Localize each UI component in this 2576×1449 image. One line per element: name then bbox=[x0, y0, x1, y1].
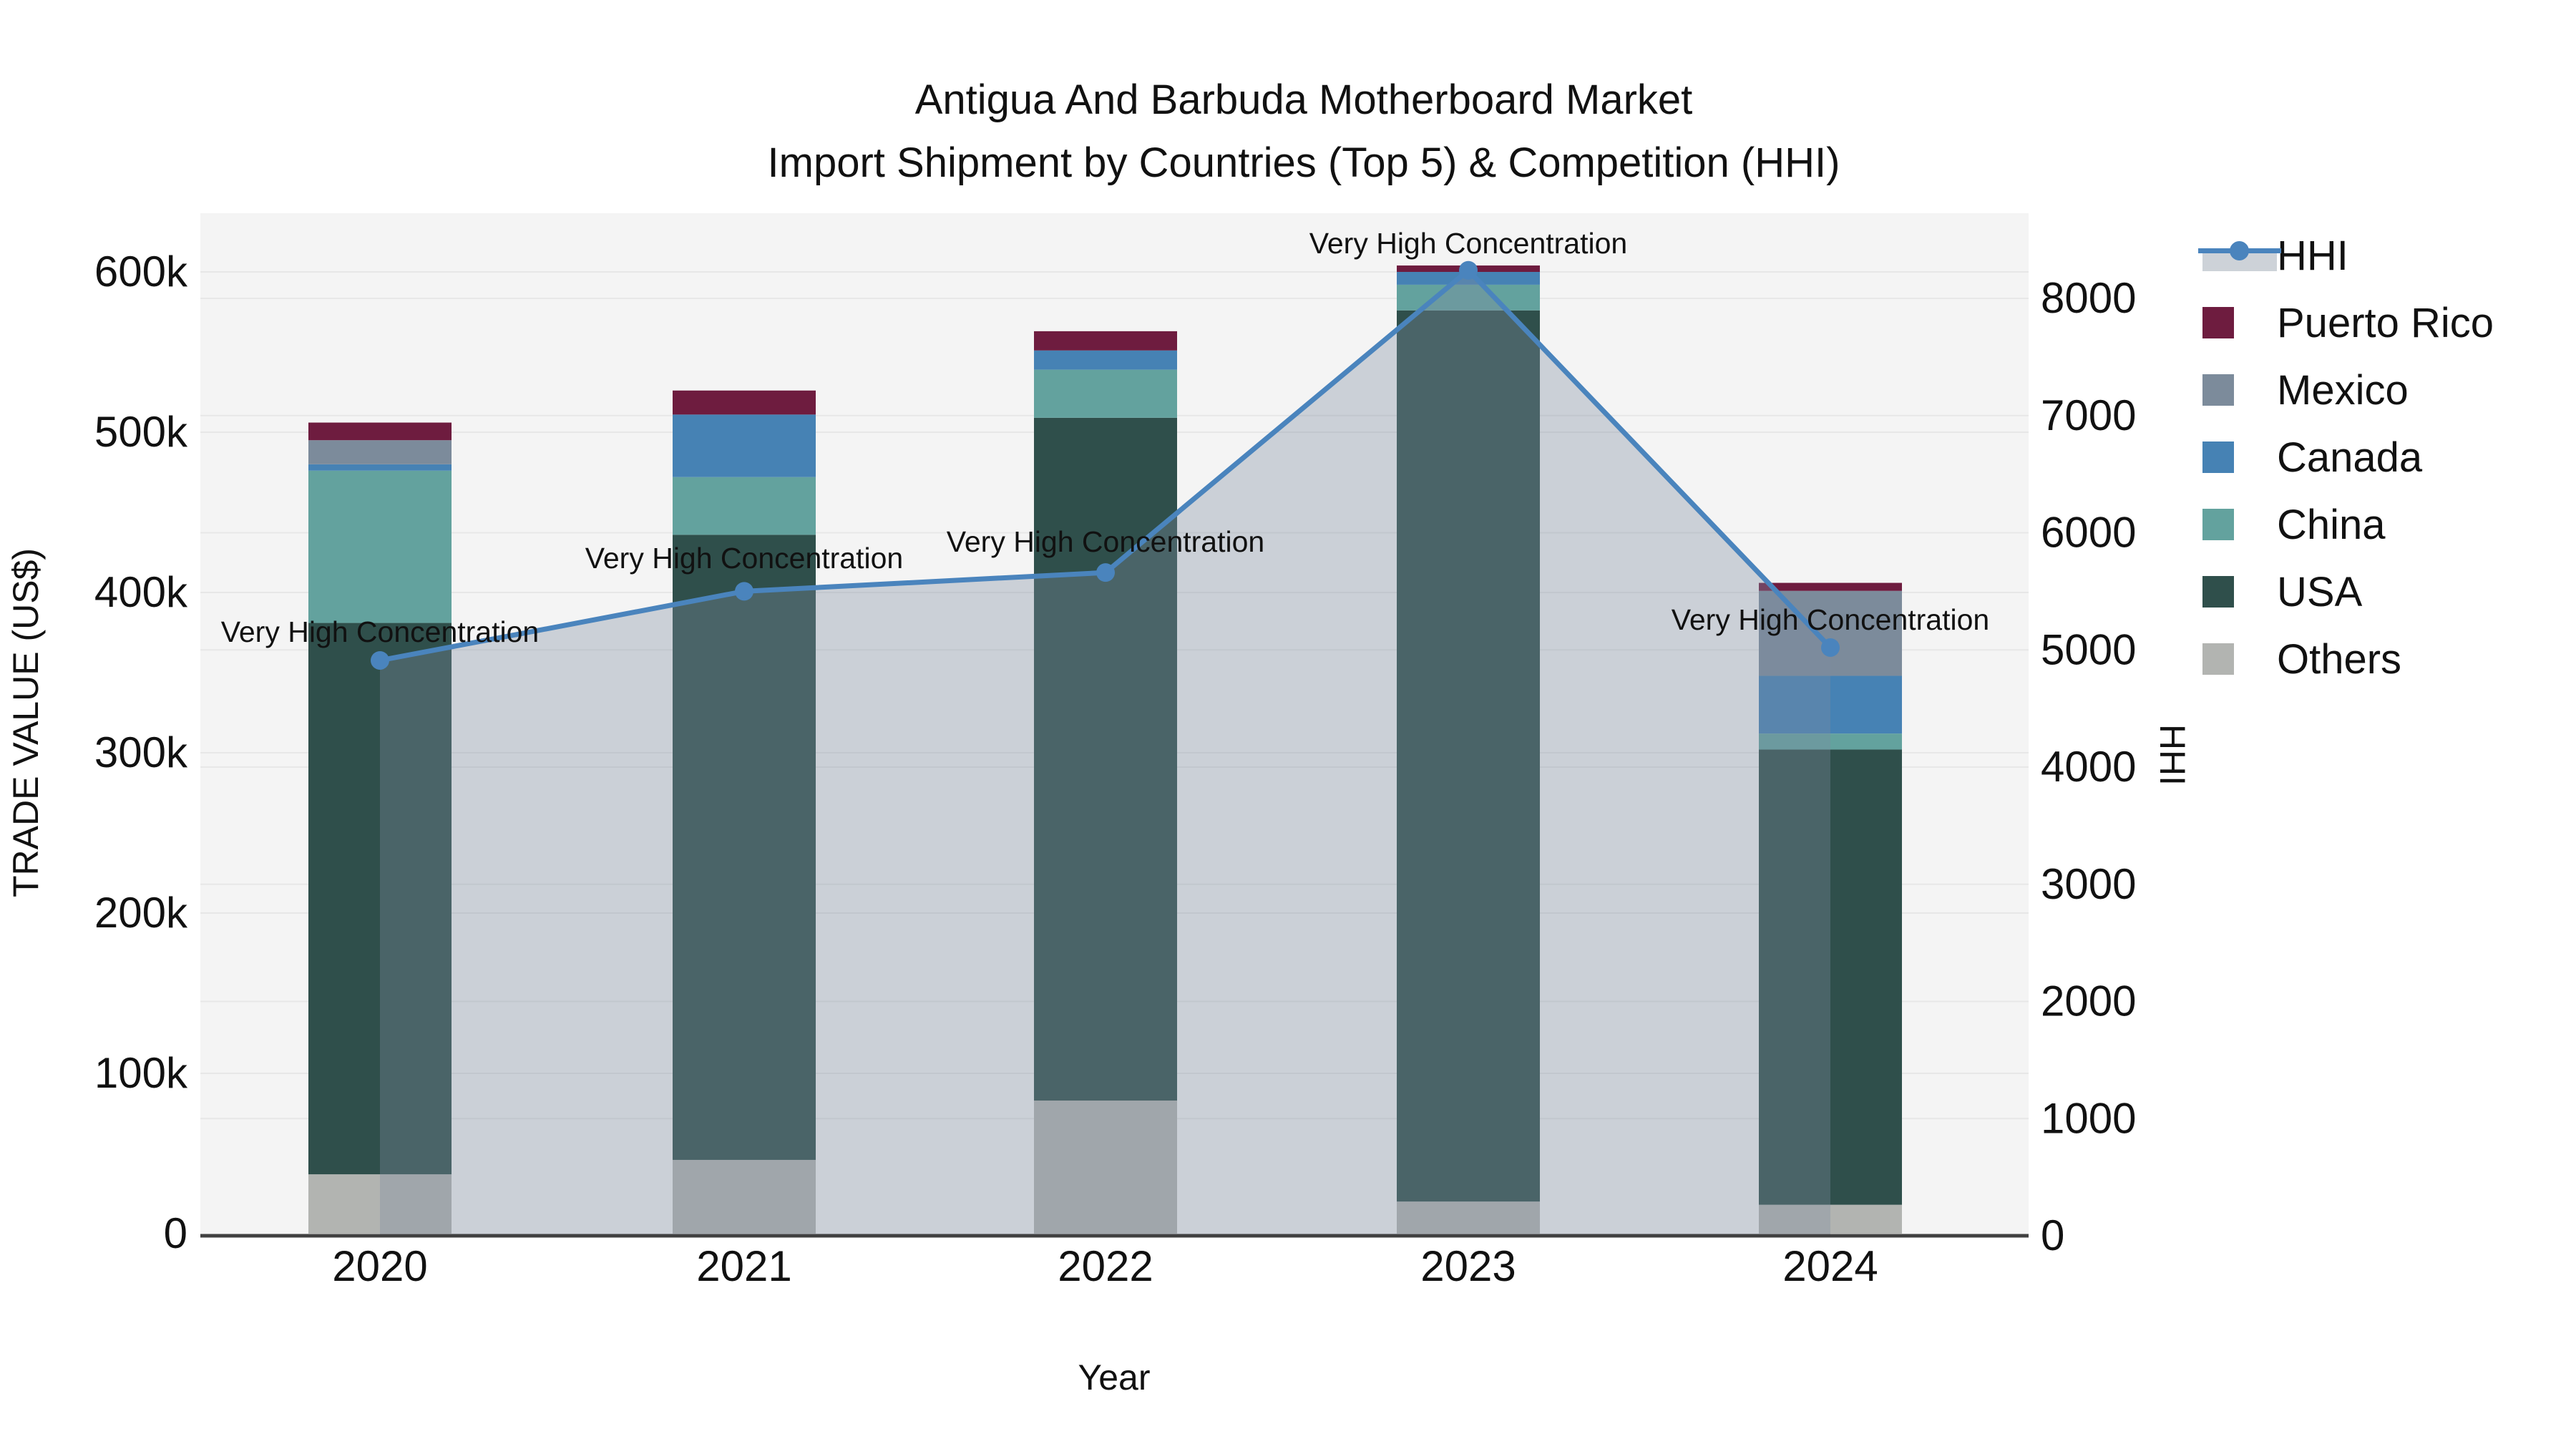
hhi-marker-2023[interactable] bbox=[1459, 260, 1478, 280]
right-tick-4000: 4000 bbox=[2041, 743, 2136, 791]
legend-label: Canada bbox=[2277, 434, 2423, 481]
bar-segment-others-2024[interactable] bbox=[1759, 1204, 1902, 1234]
x-tick-2024[interactable]: 2024 bbox=[1782, 1242, 1878, 1290]
bar-segment-canada-2022[interactable] bbox=[1034, 350, 1177, 370]
bar-segment-puerto-rico-2021[interactable] bbox=[673, 390, 816, 415]
hhi-markers bbox=[371, 260, 1840, 670]
legend-label: HHI bbox=[2277, 232, 2348, 279]
legend-item-others[interactable]: Others bbox=[2202, 625, 2494, 693]
chart-title: Antigua And Barbuda Motherboard Market I… bbox=[768, 69, 1840, 195]
right-tick-6000: 6000 bbox=[2041, 509, 2136, 557]
bar-segment-usa-2021[interactable] bbox=[673, 535, 816, 1160]
hhi-marker-2022[interactable] bbox=[1096, 563, 1115, 582]
left-tick-labels: 0 100k 200k 300k 400k 500k 600k bbox=[94, 248, 188, 1257]
bar-segment-canada-2021[interactable] bbox=[673, 414, 816, 477]
right-tick-8000: 8000 bbox=[2041, 274, 2136, 322]
bar-segment-china-2023[interactable] bbox=[1397, 284, 1540, 311]
left-tick-400k: 400k bbox=[94, 568, 188, 616]
right-tick-0: 0 bbox=[2041, 1211, 2064, 1259]
bar-segment-puerto-rico-2020[interactable] bbox=[308, 422, 452, 441]
left-tick-0: 0 bbox=[164, 1209, 187, 1257]
legend-item-puerto-rico[interactable]: Puerto Rico bbox=[2202, 289, 2494, 356]
bar-segment-canada-2020[interactable] bbox=[308, 464, 452, 471]
bar-segment-others-2021[interactable] bbox=[673, 1159, 816, 1234]
bar-segment-mexico-2020[interactable] bbox=[308, 440, 452, 464]
bar-segment-usa-2020[interactable] bbox=[308, 623, 452, 1175]
x-tick-2023[interactable]: 2023 bbox=[1420, 1242, 1516, 1290]
legend-swatch-icon bbox=[2202, 643, 2234, 675]
left-tick-100k: 100k bbox=[94, 1049, 188, 1097]
legend-swatch-icon bbox=[2202, 576, 2234, 608]
chart-title-line2: Import Shipment by Countries (Top 5) & C… bbox=[767, 140, 1840, 186]
hhi-area bbox=[380, 270, 1830, 1235]
left-axis-title: TRADE VALUE (US$) bbox=[6, 547, 46, 898]
legend-item-hhi[interactable]: HHI bbox=[2198, 222, 2494, 289]
legend-label: Puerto Rico bbox=[2277, 299, 2494, 346]
bar-segment-others-2020[interactable] bbox=[308, 1174, 452, 1234]
bar-segment-usa-2024[interactable] bbox=[1759, 749, 1902, 1205]
annotation-2021: Very High Concentration bbox=[585, 542, 903, 575]
bar-segment-others-2023[interactable] bbox=[1397, 1201, 1540, 1234]
bar-segment-puerto-rico-2024[interactable] bbox=[1759, 582, 1902, 591]
left-tick-600k: 600k bbox=[94, 248, 188, 296]
hhi-marker-2020[interactable] bbox=[371, 650, 389, 670]
hhi-area-fill bbox=[380, 270, 1830, 1235]
right-tick-2000: 2000 bbox=[2041, 977, 2136, 1025]
right-axis-title: HHI bbox=[2152, 723, 2192, 786]
left-tick-200k: 200k bbox=[94, 889, 188, 937]
legend-hhi-line-icon bbox=[2198, 240, 2281, 271]
x-tick-2022[interactable]: 2022 bbox=[1058, 1242, 1153, 1290]
annotations: Very High Concentration Very High Concent… bbox=[221, 227, 1989, 648]
annotation-2024: Very High Concentration bbox=[1672, 603, 1989, 636]
annotation-2020: Very High Concentration bbox=[221, 615, 539, 648]
legend-swatch-icon bbox=[2202, 374, 2234, 406]
right-tick-7000: 7000 bbox=[2041, 391, 2136, 439]
legend-item-canada[interactable]: Canada bbox=[2202, 424, 2494, 491]
legend-swatch-icon bbox=[2202, 307, 2234, 338]
bar-segment-china-2022[interactable] bbox=[1034, 369, 1177, 418]
left-tick-500k: 500k bbox=[94, 408, 188, 456]
right-tick-5000: 5000 bbox=[2041, 625, 2136, 673]
legend-label: USA bbox=[2277, 568, 2363, 615]
bar-segment-china-2024[interactable] bbox=[1759, 733, 1902, 750]
annotation-2023: Very High Concentration bbox=[1309, 227, 1627, 260]
hhi-marker-2024[interactable] bbox=[1821, 638, 1840, 657]
legend-label: China bbox=[2277, 501, 2386, 548]
left-tick-300k: 300k bbox=[94, 728, 188, 776]
bottom-axis-title: Year bbox=[1078, 1357, 1151, 1397]
x-tick-labels: 2020 2021 2022 2023 2024 bbox=[332, 1242, 1878, 1290]
legend-swatch-icon bbox=[2202, 441, 2234, 473]
stacked-bars bbox=[308, 265, 1902, 1234]
right-tick-labels: 0 1000 2000 3000 4000 5000 6000 7000 8000 bbox=[2041, 274, 2136, 1259]
right-tick-1000: 1000 bbox=[2041, 1094, 2136, 1142]
bar-segment-china-2021[interactable] bbox=[673, 477, 816, 535]
bar-segment-canada-2024[interactable] bbox=[1759, 675, 1902, 734]
bar-segment-others-2022[interactable] bbox=[1034, 1101, 1177, 1234]
legend-swatch-icon bbox=[2202, 509, 2234, 540]
legend-item-china[interactable]: China bbox=[2202, 491, 2494, 558]
legend: HHI Puerto Rico Mexico Canada China USA Others bbox=[2198, 222, 2494, 693]
hhi-marker-2021[interactable] bbox=[735, 582, 753, 601]
x-tick-2020[interactable]: 2020 bbox=[332, 1242, 427, 1290]
bar-segment-usa-2023[interactable] bbox=[1397, 310, 1540, 1202]
bar-segment-china-2020[interactable] bbox=[308, 470, 452, 623]
bar-segment-puerto-rico-2022[interactable] bbox=[1034, 331, 1177, 351]
legend-item-mexico[interactable]: Mexico bbox=[2202, 356, 2494, 424]
bar-segment-mexico-2024[interactable] bbox=[1759, 590, 1902, 676]
legend-label: Others bbox=[2277, 635, 2402, 683]
legend-label: Mexico bbox=[2277, 366, 2409, 414]
x-tick-2021[interactable]: 2021 bbox=[696, 1242, 791, 1290]
chart-title-line1: Antigua And Barbuda Motherboard Market bbox=[914, 77, 1693, 123]
right-tick-3000: 3000 bbox=[2041, 860, 2136, 908]
legend-item-usa[interactable]: USA bbox=[2202, 558, 2494, 625]
annotation-2022: Very High Concentration bbox=[947, 525, 1264, 558]
